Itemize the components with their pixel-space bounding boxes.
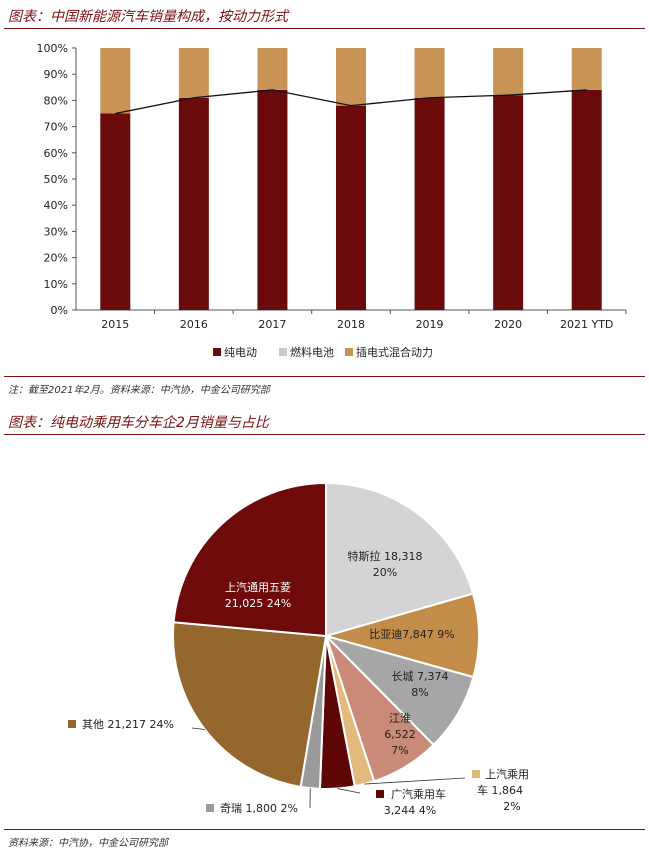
- bar-chart: 0% 10% 20% 30% 40% 50% 60% 70% 80% 90% 100% 2015 201…: [37, 42, 627, 359]
- x-tick-label: 2017: [258, 318, 286, 331]
- slice-label: 长城 7,374: [392, 670, 449, 683]
- y-tick-label: 0%: [51, 304, 68, 317]
- pie-slice: [325, 481, 475, 638]
- legend-swatch: [279, 348, 287, 356]
- legend-swatch: [206, 804, 214, 812]
- leader-line: [191, 727, 205, 730]
- slice-label: 比亚迪7,847 9%: [369, 628, 454, 641]
- bar-phev: [100, 48, 131, 114]
- y-tick-label: 20%: [44, 252, 68, 265]
- slice-label: 广汽乘用车: [391, 787, 446, 801]
- chart2-bottom-rule: [4, 829, 645, 830]
- legend-swatch: [345, 348, 353, 356]
- slice-label: 6,522: [384, 728, 416, 741]
- legend-label: 燃料电池: [290, 345, 334, 359]
- x-tick-label: 2020: [494, 318, 522, 331]
- x-tick-label: 2018: [337, 318, 365, 331]
- pie-slice: [172, 621, 328, 789]
- y-tick-label: 60%: [44, 147, 68, 160]
- chart2-title: 图表：纯电动乘用车分车企2月销量与占比: [8, 415, 269, 431]
- y-tick-label: 100%: [37, 42, 68, 55]
- slice-label: 21,025 24%: [225, 597, 291, 610]
- slice-label: 特斯拉 18,318: [348, 549, 423, 563]
- x-tick-label: 2015: [101, 318, 129, 331]
- y-tick-label: 30%: [44, 225, 68, 238]
- chart1-note: 注：截至2021年2月。资料来源：中汽协，中金公司研究部: [8, 385, 270, 396]
- slice-label: 20%: [373, 566, 397, 579]
- x-tick-label: 2021 YTD: [560, 318, 613, 331]
- bar-phev: [336, 48, 366, 106]
- x-tick-label: 2016: [180, 318, 208, 331]
- x-tick-label: 2019: [416, 318, 444, 331]
- y-tick-label: 10%: [44, 278, 68, 291]
- y-tick-label: 50%: [44, 173, 68, 186]
- slice-label: 7%: [391, 744, 408, 757]
- y-tick-label: 90%: [44, 68, 68, 81]
- bar-electric: [257, 89, 288, 310]
- slice-label: 上汽乘用: [485, 767, 529, 781]
- bar-phev: [257, 48, 288, 90]
- legend-swatch: [376, 790, 384, 798]
- slice-label: 江淮: [389, 712, 411, 725]
- bar-phev: [414, 48, 445, 98]
- chart2-title-rule: [4, 434, 645, 435]
- y-tick-label: 40%: [44, 199, 68, 212]
- legend-label: 插电式混合动力: [356, 345, 433, 359]
- legend-swatch: [472, 770, 480, 778]
- slice-label: 8%: [411, 686, 428, 699]
- legend-swatch: [213, 348, 221, 356]
- bar-phev: [571, 48, 602, 90]
- bar-phev: [178, 48, 209, 98]
- share-line: [115, 89, 587, 115]
- chart1-title-rule: [4, 28, 645, 29]
- pie-slice: [172, 481, 327, 638]
- bar-electric: [100, 113, 131, 310]
- slice-label: 上汽通用五菱: [225, 580, 291, 594]
- leader-line: [364, 777, 466, 785]
- bar-electric: [178, 97, 209, 310]
- pie-slice: [322, 592, 480, 679]
- y-tick-label: 70%: [44, 121, 68, 134]
- slice-label: 奇瑞 1,800 2%: [220, 801, 298, 815]
- pie-chart: 特斯拉 18,318 20% 比亚迪7,847 9% 长城 7,374 8%江淮 6,52…: [68, 481, 529, 817]
- chart2-note: 资料来源：中汽协，中金公司研究部: [8, 838, 168, 849]
- slice-label: 2%: [503, 800, 520, 813]
- slice-label: 其他 21,217 24%: [82, 718, 174, 731]
- y-tick-label: 80%: [44, 94, 68, 107]
- bar-electric: [571, 89, 602, 310]
- bar-electric: [493, 95, 524, 310]
- bar-phev: [493, 48, 524, 96]
- chart1-title: 图表：中国新能源汽车销量构成，按动力形式: [8, 9, 288, 25]
- slice-label: 3,244 4%: [384, 804, 436, 817]
- legend-swatch: [68, 720, 76, 728]
- bar-electric: [414, 97, 445, 310]
- leader-line: [337, 788, 361, 794]
- legend-label: 纯电动: [224, 346, 257, 359]
- bar-electric: [336, 105, 366, 310]
- chart1-bottom-rule: [4, 376, 645, 377]
- slice-label: 车 1,864: [477, 783, 523, 797]
